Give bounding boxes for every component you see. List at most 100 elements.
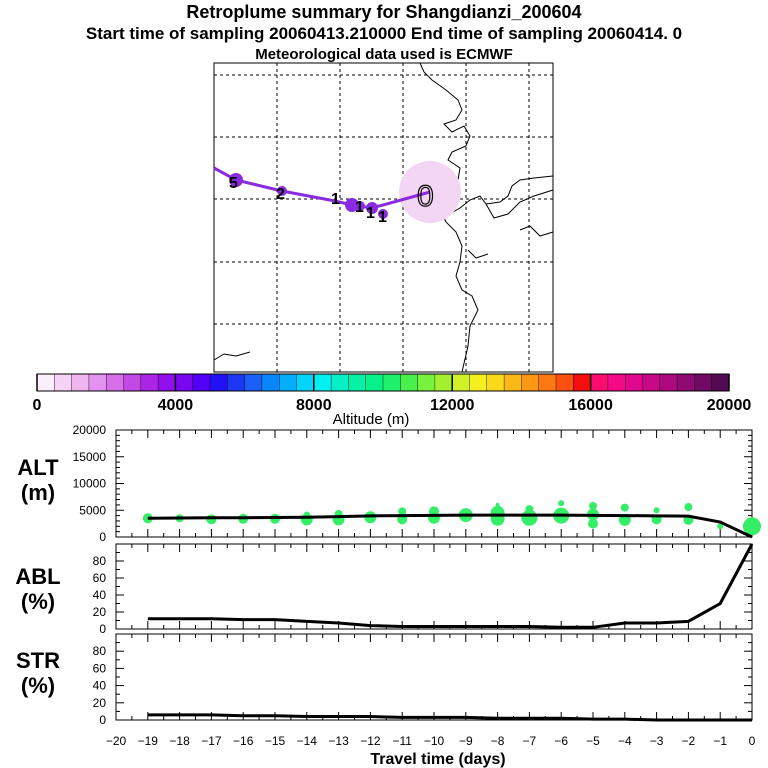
colorbar-cell: [452, 373, 471, 392]
x-tick-label: −14: [297, 734, 318, 748]
x-tick-label: −8: [491, 734, 505, 748]
y-tick-label: 0: [99, 622, 106, 636]
colorbar-tick-label: 16000: [568, 397, 613, 414]
alt-label-2: (m): [21, 480, 55, 505]
traj-label-5: 5: [229, 175, 238, 192]
x-tick-label: −9: [459, 734, 473, 748]
y-tick-label: 20000: [73, 423, 107, 437]
x-tick-label: −12: [360, 734, 381, 748]
abl-label-2: (%): [21, 589, 55, 614]
colorbar-cell: [296, 373, 315, 392]
traj-label-1b: 1: [355, 199, 364, 216]
colorbar-tick-label: 20000: [707, 397, 752, 414]
colorbar-cell: [123, 373, 142, 392]
x-tick-label: 0: [749, 734, 756, 748]
colorbar-cell: [330, 373, 349, 392]
colorbar-cell: [521, 373, 540, 392]
trajectory-labels: 5 2 1 1 1 1: [229, 175, 387, 226]
traj-label-2: 2: [276, 186, 285, 203]
abl-panel: 0 20 40 60 80: [93, 543, 754, 636]
colorbar-cell: [538, 373, 557, 392]
colorbar-cell: [365, 373, 384, 392]
colorbar-cell: [642, 373, 661, 392]
y-tick-label: 20: [93, 696, 107, 710]
colorbar-cell: [676, 373, 695, 392]
colorbar-cell: [434, 373, 453, 392]
y-tick-label: 40: [93, 679, 107, 693]
x-tick-label: −11: [392, 734, 412, 748]
colorbar-cell: [105, 373, 124, 392]
y-tick-label: 15000: [73, 450, 107, 464]
map-graticule: [214, 63, 553, 372]
colorbar-tick-label: 0: [33, 397, 42, 414]
x-tick-label: −10: [424, 734, 445, 748]
altitude-cluster-point: [525, 505, 534, 514]
altitude-colorbar: 0 4000 8000 12000 16000 20000 Altitude (m): [33, 373, 752, 428]
x-tick-label: −7: [523, 734, 537, 748]
altitude-cluster-point: [206, 514, 217, 525]
colorbar-cell: [192, 373, 211, 392]
colorbar-cell: [625, 373, 644, 392]
colorbar-cell: [279, 373, 298, 392]
colorbar-cell: [36, 373, 55, 392]
x-tick-label: −4: [618, 734, 632, 748]
abl-label-1: ABL: [15, 564, 60, 589]
panel-frame: [115, 543, 753, 630]
y-tick-label: 0: [99, 530, 106, 544]
colorbar-cell: [573, 373, 592, 392]
colorbar-tick-label: 12000: [430, 397, 475, 414]
x-axis-label: Travel time (days): [370, 751, 505, 768]
x-tick-label: −19: [138, 734, 159, 748]
altitude-cluster-point: [717, 523, 724, 530]
traj-label-1c: 1: [366, 205, 375, 222]
trajectory-point: [345, 198, 359, 212]
x-tick-label: −13: [328, 734, 349, 748]
x-tick-label: −1: [713, 734, 727, 748]
altitude-cluster-point: [684, 503, 693, 512]
altitude-cluster-point: [743, 517, 761, 536]
colorbar-cell: [711, 373, 730, 392]
colorbar-cell: [175, 373, 194, 392]
colorbar-cell: [348, 373, 367, 392]
colorbar-cell: [313, 373, 332, 392]
colorbar-cell: [54, 373, 73, 392]
colorbar-tick-label: 8000: [296, 397, 332, 414]
altitude-cluster-point: [588, 518, 598, 529]
colorbar-cell: [469, 373, 488, 392]
release-symbol: 0: [417, 180, 434, 213]
alt-panel: 0 5000 10000 15000 20000: [73, 423, 761, 544]
x-tick-label: −20: [106, 734, 127, 748]
trajectory-map: 5 2 1 1 1 1 0: [213, 62, 554, 373]
colorbar-cell: [417, 373, 436, 392]
trajectory-point: [277, 186, 287, 196]
travel-time-axis: −20 −19 −18 −17 −16 −15 −14 −13 −12 −11 −10 −9 −8 −7−…: [106, 734, 756, 748]
y-tick-label: 40: [93, 588, 107, 602]
colorbar-cell: [503, 373, 522, 392]
y-tick-label: 20: [93, 605, 107, 619]
colorbar-cell: [555, 373, 574, 392]
trajectory-point: [229, 173, 243, 187]
colorbar-cell: [400, 373, 419, 392]
panel-frame: [115, 633, 753, 721]
x-tick-label: −5: [586, 734, 600, 748]
str-label-1: STR: [16, 648, 60, 673]
colorbar-cell: [486, 373, 505, 392]
colorbar-cell: [607, 373, 626, 392]
x-tick-label: −17: [201, 734, 222, 748]
y-tick-label: 10000: [73, 477, 107, 491]
x-tick-label: −16: [233, 734, 254, 748]
str-panel: 0 20 40 60 80: [93, 633, 753, 727]
y-tick-label: 80: [93, 644, 107, 658]
str-label-2: (%): [21, 673, 55, 698]
colorbar-cell: [590, 373, 609, 392]
x-tick-label: −6: [554, 734, 568, 748]
y-tick-label: 60: [93, 571, 107, 585]
abl-line: [147, 543, 754, 629]
trajectory-point: [378, 209, 388, 219]
x-tick-label: −3: [650, 734, 664, 748]
y-tick-label: 0: [99, 713, 106, 727]
colorbar-cell: [659, 373, 678, 392]
alt-median-line: [147, 513, 753, 539]
colorbar-cell: [227, 373, 246, 392]
